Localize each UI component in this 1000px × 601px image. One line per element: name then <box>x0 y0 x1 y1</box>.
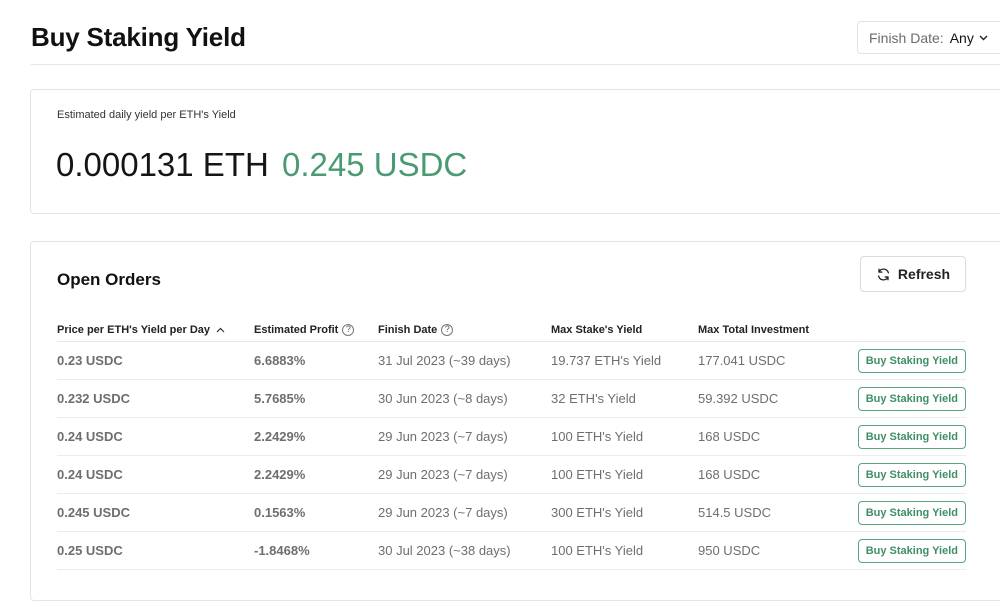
max-stake-cell: 32 ETH's Yield <box>551 379 698 418</box>
table-row: 0.23 USDC 6.6883% 31 Jul 2023 (~39 days)… <box>57 341 966 380</box>
finish-date-cell: 29 Jun 2023 (~7 days) <box>378 417 551 456</box>
profit-cell: 2.2429% <box>254 417 378 456</box>
column-header-max-investment: Max Total Investment <box>698 318 848 342</box>
buy-staking-yield-button[interactable]: Buy Staking Yield <box>857 424 966 449</box>
yield-values: 0.000131 ETH 0.245 USDC <box>56 145 467 185</box>
table-row: 0.245 USDC 0.1563% 29 Jun 2023 (~7 days)… <box>57 493 966 532</box>
max-investment-cell: 168 USDC <box>698 455 848 494</box>
open-orders-table: Price per ETH's Yield per Day Estimated … <box>57 318 966 570</box>
finish-date-cell: 30 Jun 2023 (~8 days) <box>378 379 551 418</box>
max-stake-cell: 100 ETH's Yield <box>551 455 698 494</box>
column-header-finish-date: Finish Date ? <box>378 318 551 342</box>
column-header-price-label: Price per ETH's Yield per Day <box>57 323 211 336</box>
price-cell: 0.23 USDC <box>57 341 254 380</box>
refresh-icon <box>877 267 889 281</box>
buy-staking-yield-button[interactable]: Buy Staking Yield <box>857 348 966 373</box>
table-row: 0.24 USDC 2.2429% 29 Jun 2023 (~7 days) … <box>57 455 966 494</box>
finish-date-cell: 30 Jul 2023 (~38 days) <box>378 531 551 570</box>
finish-date-filter-value: Any <box>949 29 974 46</box>
finish-date-cell: 29 Jun 2023 (~7 days) <box>378 455 551 494</box>
table-header-row: Price per ETH's Yield per Day Estimated … <box>57 318 966 342</box>
column-header-action <box>848 318 966 342</box>
action-cell: Buy Staking Yield <box>848 531 966 570</box>
column-header-profit: Estimated Profit ? <box>254 318 378 342</box>
yield-usdc-value: 0.245 USDC <box>281 146 468 183</box>
table-row: 0.24 USDC 2.2429% 29 Jun 2023 (~7 days) … <box>57 417 966 456</box>
buy-staking-yield-button[interactable]: Buy Staking Yield <box>857 500 966 525</box>
column-header-profit-label: Estimated Profit <box>254 323 339 336</box>
finish-date-filter-label: Finish Date: <box>869 29 944 46</box>
column-header-price[interactable]: Price per ETH's Yield per Day <box>57 318 254 342</box>
max-stake-cell: 100 ETH's Yield <box>551 417 698 456</box>
action-cell: Buy Staking Yield <box>848 417 966 456</box>
buy-staking-yield-button[interactable]: Buy Staking Yield <box>857 386 966 411</box>
price-cell: 0.245 USDC <box>57 493 254 532</box>
column-header-finish-date-label: Finish Date <box>378 323 438 336</box>
table-row: 0.232 USDC 5.7685% 30 Jun 2023 (~8 days)… <box>57 379 966 418</box>
max-stake-cell: 300 ETH's Yield <box>551 493 698 532</box>
yield-estimate-card: Estimated daily yield per ETH's Yield 0.… <box>30 89 1000 214</box>
price-cell: 0.24 USDC <box>57 455 254 494</box>
buy-staking-yield-button[interactable]: Buy Staking Yield <box>857 538 966 563</box>
profit-cell: -1.8468% <box>254 531 378 570</box>
help-circle-icon[interactable]: ? <box>342 323 355 336</box>
max-investment-cell: 168 USDC <box>698 417 848 456</box>
chevron-down-icon <box>979 35 988 40</box>
yield-eth-value: 0.000131 ETH <box>56 146 269 183</box>
page-title: Buy Staking Yield <box>31 22 246 52</box>
column-header-max-stake: Max Stake's Yield <box>551 318 698 342</box>
open-orders-card: Open Orders Refresh Price per ETH's Yiel… <box>30 241 1000 601</box>
profit-cell: 6.6883% <box>254 341 378 380</box>
finish-date-cell: 29 Jun 2023 (~7 days) <box>378 493 551 532</box>
table-row: 0.25 USDC -1.8468% 30 Jul 2023 (~38 days… <box>57 531 966 570</box>
open-orders-title: Open Orders <box>57 270 161 289</box>
sort-ascending-icon <box>216 327 225 332</box>
action-cell: Buy Staking Yield <box>848 493 966 532</box>
refresh-button[interactable]: Refresh <box>860 256 966 292</box>
max-investment-cell: 59.392 USDC <box>698 379 848 418</box>
action-cell: Buy Staking Yield <box>848 455 966 494</box>
buy-staking-yield-button[interactable]: Buy Staking Yield <box>857 462 966 487</box>
header-divider <box>31 64 1000 65</box>
price-cell: 0.232 USDC <box>57 379 254 418</box>
action-cell: Buy Staking Yield <box>848 341 966 380</box>
max-investment-cell: 950 USDC <box>698 531 848 570</box>
profit-cell: 0.1563% <box>254 493 378 532</box>
finish-date-cell: 31 Jul 2023 (~39 days) <box>378 341 551 380</box>
max-stake-cell: 100 ETH's Yield <box>551 531 698 570</box>
finish-date-filter[interactable]: Finish Date: Any <box>857 21 1000 54</box>
action-cell: Buy Staking Yield <box>848 379 966 418</box>
profit-cell: 2.2429% <box>254 455 378 494</box>
refresh-label: Refresh <box>897 266 951 282</box>
yield-label: Estimated daily yield per ETH's Yield <box>57 109 236 121</box>
profit-cell: 5.7685% <box>254 379 378 418</box>
price-cell: 0.25 USDC <box>57 531 254 570</box>
max-stake-cell: 19.737 ETH's Yield <box>551 341 698 380</box>
max-investment-cell: 177.041 USDC <box>698 341 848 380</box>
price-cell: 0.24 USDC <box>57 417 254 456</box>
max-investment-cell: 514.5 USDC <box>698 493 848 532</box>
help-circle-icon[interactable]: ? <box>441 323 454 336</box>
